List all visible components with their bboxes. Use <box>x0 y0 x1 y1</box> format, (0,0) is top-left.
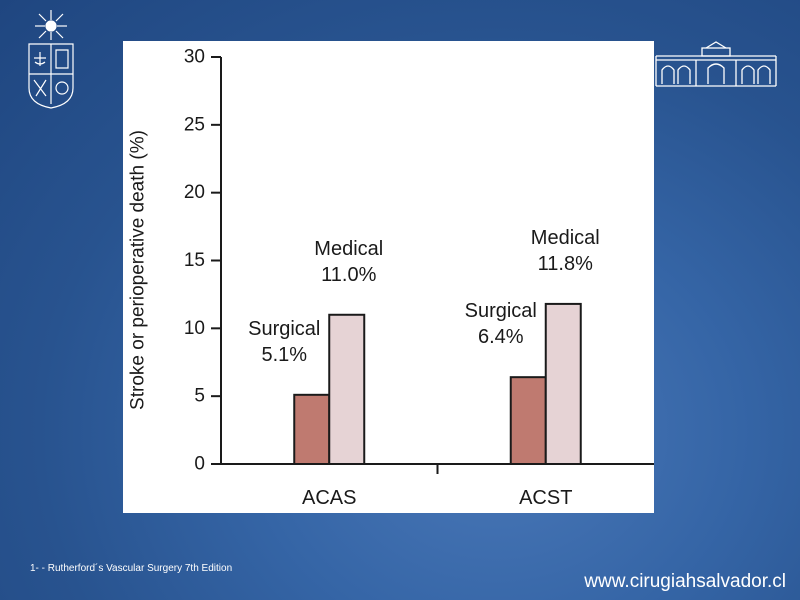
y-tick-label: 5 <box>194 386 205 407</box>
hospital-building-icon <box>655 41 777 87</box>
data-value-label: 6.4% <box>478 326 524 348</box>
y-tick-label: 15 <box>184 250 205 271</box>
data-value-label: 11.0% <box>321 264 376 286</box>
x-category-label: ACST <box>519 487 572 509</box>
bar-medical <box>328 313 366 465</box>
series-name-label: Medical <box>314 238 383 260</box>
y-tick-label: 25 <box>184 114 205 135</box>
bar-chart: 0 5 10 15 20 25 30 ACAS Surgical 5.1% Medical 11.0… <box>128 47 654 509</box>
bar-surgical <box>293 393 331 465</box>
bar-surgical <box>509 376 547 466</box>
series-name-label: Surgical <box>465 300 537 322</box>
chart-panel: 0 5 10 15 20 25 30 ACAS Surgical 5.1% Medical 11.0… <box>123 41 654 513</box>
x-category-label: ACAS <box>302 487 356 509</box>
y-tick-label: 30 <box>184 47 205 68</box>
citation-footnote: 1- - Rutherford´s Vascular Surgery 7th E… <box>30 563 233 574</box>
y-tick-label: 10 <box>184 318 205 339</box>
bar-medical <box>544 302 582 465</box>
y-tick-label: 20 <box>184 182 205 203</box>
data-value-label: 11.8% <box>538 253 593 275</box>
website-url: www.cirugiahsalvador.cl <box>584 571 786 592</box>
series-name-label: Medical <box>531 227 600 249</box>
y-tick-label: 0 <box>194 454 205 475</box>
y-axis-label: Stroke or perioperative death (%) <box>128 130 149 410</box>
university-crest-icon <box>28 10 74 109</box>
series-name-label: Surgical <box>248 318 320 340</box>
data-value-label: 5.1% <box>261 344 307 366</box>
